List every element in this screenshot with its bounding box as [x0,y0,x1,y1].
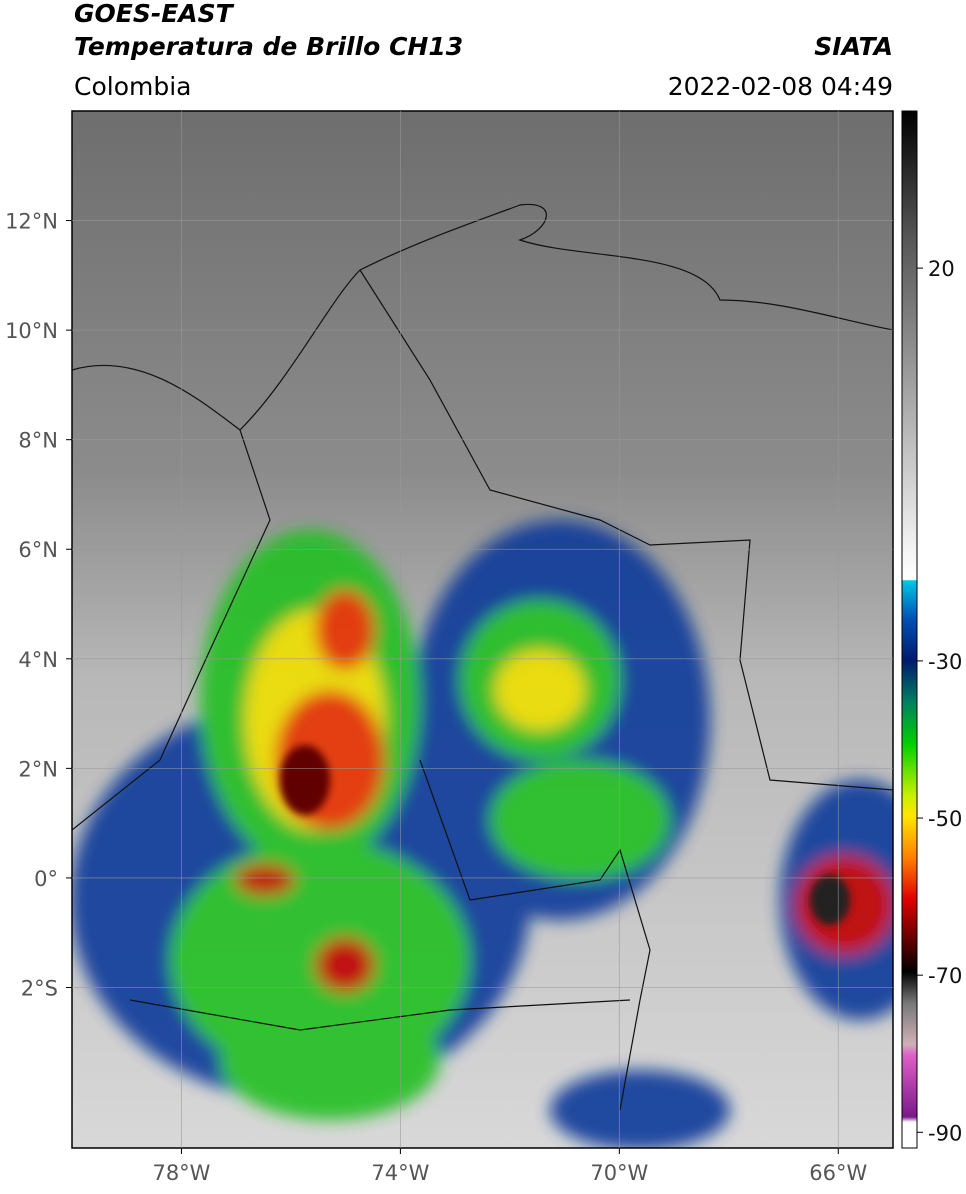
colorbar-tick-label: -50 [928,807,962,831]
y-tick-label: 12°N [5,210,58,234]
y-tick-label: 6°N [18,538,58,562]
colorbar-tick-label: -30 [928,650,962,674]
y-tick-label: 8°N [18,429,58,453]
y-tick-label: 0° [34,867,58,891]
colorbar-tick-label: -70 [928,964,962,988]
satellite-image [72,111,893,1148]
colorbar-tick-label: 20 [928,257,955,281]
source: SIATA [814,32,893,61]
colorbar [901,110,918,1149]
x-tick-label: 66°W [809,1161,867,1185]
datetime: 2022-02-08 04:49 [668,72,893,101]
x-tick-label: 70°W [590,1161,648,1185]
map-frame [71,110,894,1149]
region: Colombia [74,72,191,101]
y-tick-label: 2°N [18,757,58,781]
x-tick-label: 74°W [371,1161,429,1185]
product: Temperatura de Brillo CH13 [74,32,463,61]
satellite: GOES-EAST [74,0,235,28]
y-tick-label: 2°S [21,976,58,1000]
y-tick-label: 10°N [5,319,58,343]
x-tick-label: 78°W [152,1161,210,1185]
y-tick-label: 4°N [18,648,58,672]
colorbar-tick-label: -90 [928,1121,962,1145]
